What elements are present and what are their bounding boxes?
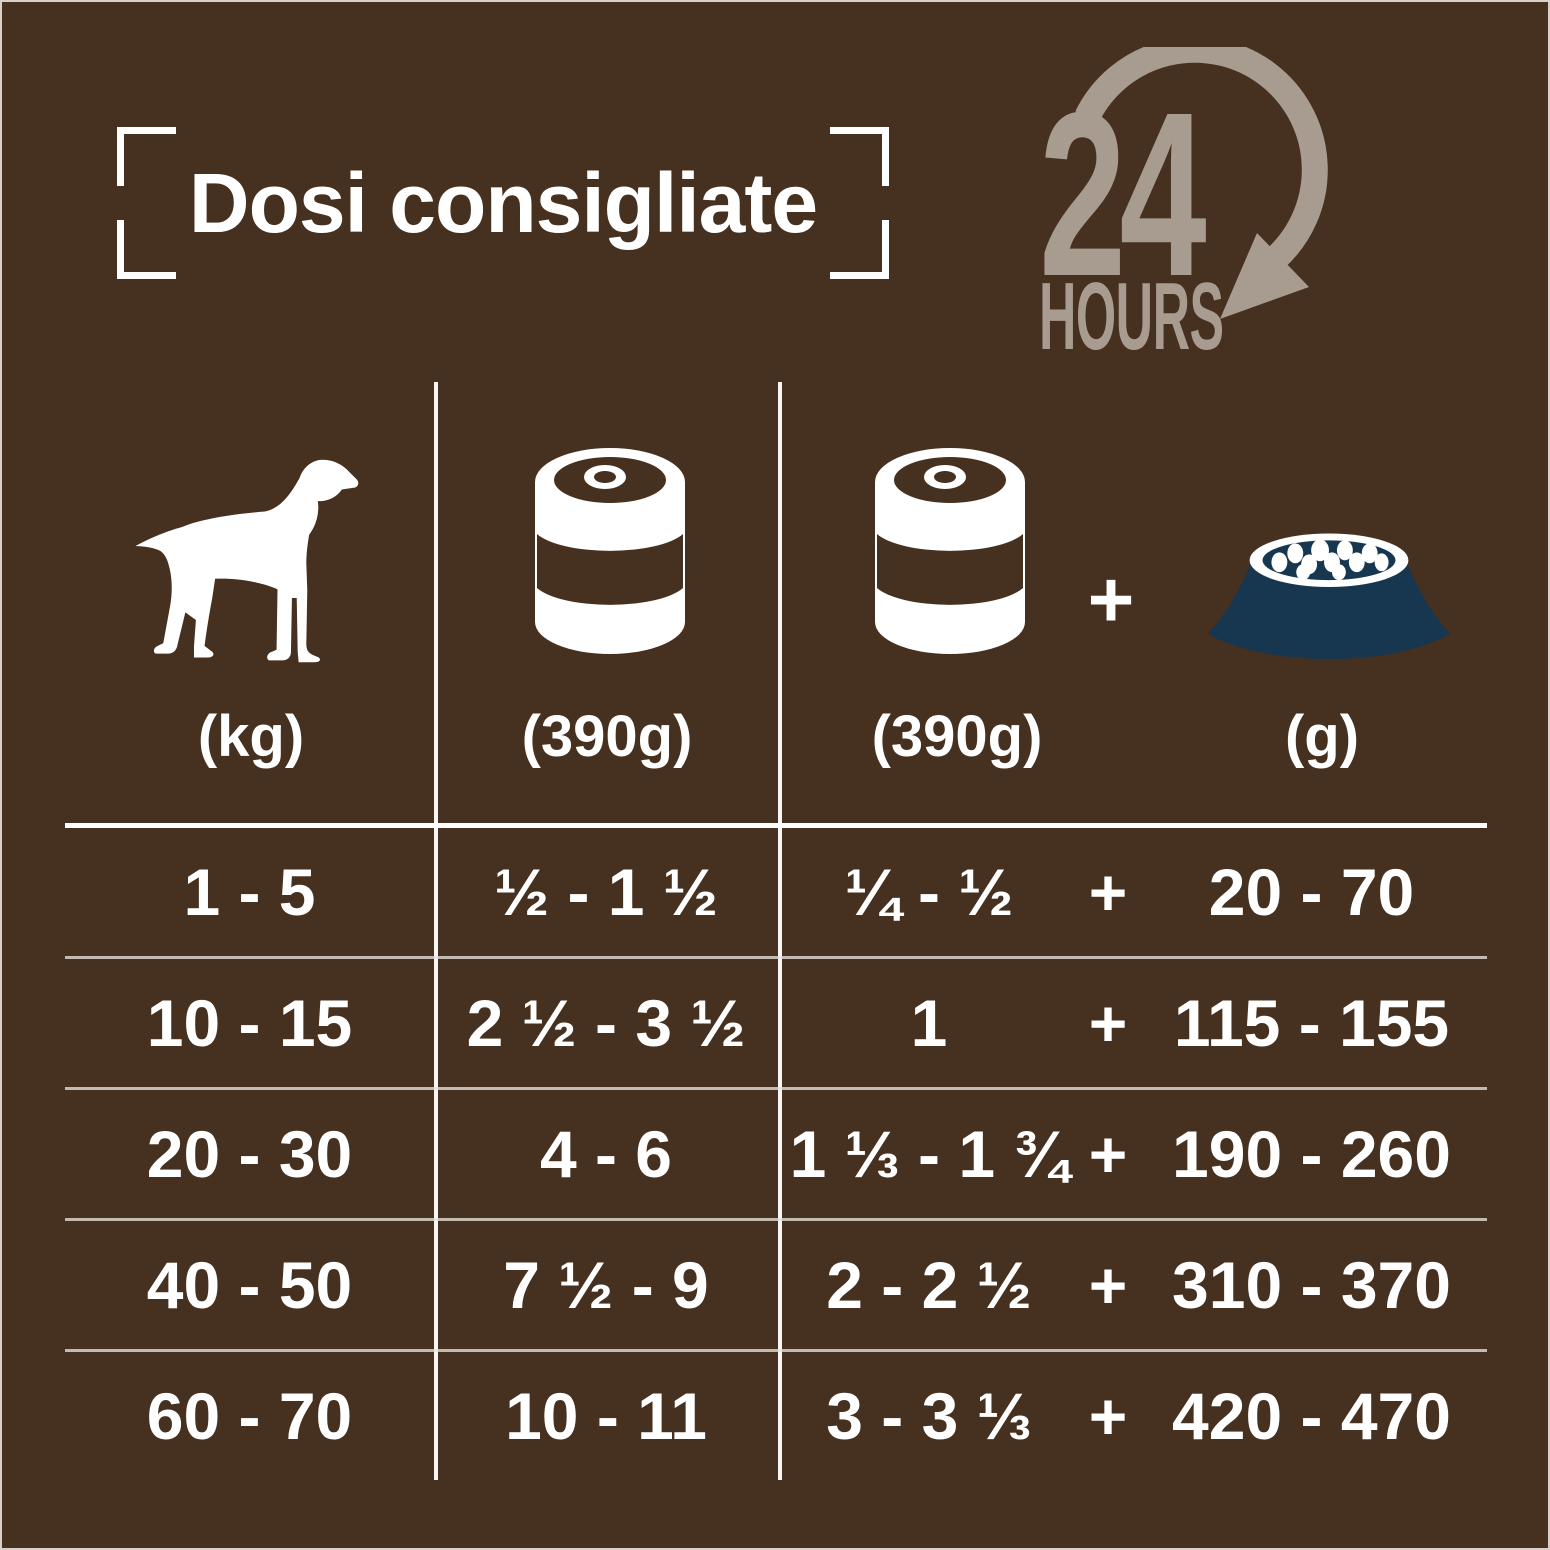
mix-cell: 1 + 115 - 155 [778, 985, 1487, 1061]
bracket-corner-bottom-left [117, 220, 176, 279]
plus-sign: + [1088, 1248, 1128, 1322]
column-divider-2 [778, 382, 782, 1480]
can-icon [524, 432, 696, 670]
plus-icon: + [1087, 555, 1135, 644]
mix-grams-value: 115 - 155 [1173, 986, 1450, 1060]
weight-kg-value: 1 - 5 [183, 855, 316, 929]
badge-hours-text: HOURS [1039, 263, 1224, 370]
mix-cans-value: ¼ - ½ [844, 855, 1014, 929]
column-divider-1 [434, 382, 438, 1480]
table-row: 40 - 50 7 ½ - 9 2 - 2 ½ + 310 - 370 [65, 1221, 1487, 1352]
mix-cans-value: 3 - 3 ⅓ [826, 1379, 1032, 1453]
page-title: Dosi consigliate [188, 155, 818, 250]
cans-only-value: 4 - 6 [539, 1117, 673, 1191]
bowl-icon [1200, 520, 1458, 670]
mix-cans-value: 1 [910, 986, 948, 1060]
weight-kg-value: 10 - 15 [146, 986, 353, 1060]
weight-kg-value: 40 - 50 [146, 1248, 353, 1322]
dose-table: 1 - 5 ½ - 1 ½ ¼ - ½ + 20 - 70 10 - 15 2 … [65, 823, 1487, 1480]
mix-grams-value: 20 - 70 [1208, 855, 1415, 929]
cans-only-value: ½ - 1 ½ [494, 855, 718, 929]
mix-cell: 3 - 3 ⅓ + 420 - 470 [778, 1378, 1487, 1454]
mix-cell: 1 ⅓ - 1 ¾ + 190 - 260 [778, 1116, 1487, 1192]
bracket-corner-top-right [830, 127, 889, 186]
mix-cell: ¼ - ½ + 20 - 70 [778, 854, 1487, 930]
table-row: 10 - 15 2 ½ - 3 ½ 1 + 115 - 155 [65, 959, 1487, 1090]
cans-only-value: 10 - 11 [505, 1379, 707, 1453]
bracket-corner-top-left [117, 127, 176, 186]
can-icon [864, 432, 1036, 670]
title-bracket-frame: Dosi consigliate [117, 127, 889, 279]
weight-kg-value: 20 - 30 [146, 1117, 353, 1191]
table-row: 60 - 70 10 - 11 3 - 3 ⅓ + 420 - 470 [65, 1352, 1487, 1480]
unit-label-kg: (kg) [197, 703, 305, 769]
unit-label-dry-grams: (g) [1284, 703, 1360, 769]
mix-grams-value: 190 - 260 [1172, 1117, 1451, 1191]
cans-only-value: 2 ½ - 3 ½ [466, 986, 746, 1060]
table-row: 1 - 5 ½ - 1 ½ ¼ - ½ + 20 - 70 [65, 828, 1487, 959]
mix-cans-value: 2 - 2 ½ [826, 1248, 1032, 1322]
table-row: 20 - 30 4 - 6 1 ⅓ - 1 ¾ + 190 - 260 [65, 1090, 1487, 1221]
24-hours-badge: 24 HOURS [1017, 47, 1332, 367]
mix-cans-value: 1 ⅓ - 1 ¾ [789, 1117, 1069, 1191]
mix-grams-value: 310 - 370 [1172, 1248, 1451, 1322]
mix-cell: 2 - 2 ½ + 310 - 370 [778, 1247, 1487, 1323]
badge-24-text: 24 [1039, 63, 1207, 325]
dog-icon [122, 430, 362, 668]
bracket-corner-bottom-right [830, 220, 889, 279]
cans-only-value: 7 ½ - 9 [503, 1248, 709, 1322]
plus-sign: + [1088, 986, 1128, 1060]
weight-kg-value: 60 - 70 [146, 1379, 353, 1453]
mix-grams-value: 420 - 470 [1172, 1379, 1451, 1453]
unit-label-mix-can: (390g) [871, 703, 1043, 769]
plus-sign: + [1088, 1379, 1128, 1453]
table-top-rule [65, 823, 1487, 828]
circular-arrow-icon [1075, 47, 1328, 319]
plus-sign: + [1088, 1117, 1128, 1191]
unit-label-wet-can: (390g) [521, 703, 693, 769]
plus-sign: + [1088, 855, 1128, 929]
